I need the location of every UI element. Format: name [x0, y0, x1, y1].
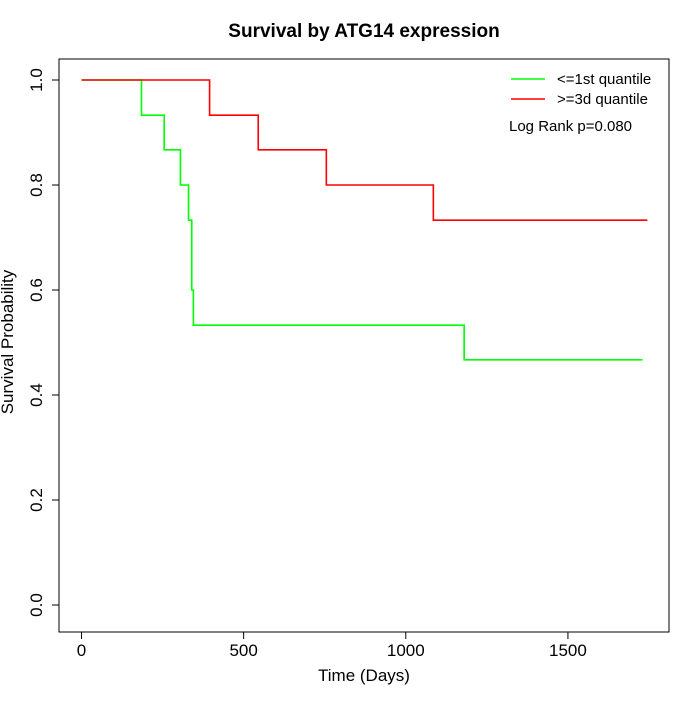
x-tick-label: 1500 — [549, 641, 587, 660]
x-axis: 0 500 1000 1500 — [77, 631, 587, 660]
chart-title: Survival by ATG14 expression — [228, 21, 499, 42]
legend-label-1: <=1st quantile — [557, 71, 651, 88]
y-axis: 0.0 0.2 0.4 0.6 0.8 1.0 — [27, 68, 60, 617]
series-layer — [81, 79, 648, 361]
log-rank-annotation: Log Rank p=0.080 — [509, 118, 632, 135]
y-tick-label: 0.6 — [27, 278, 46, 302]
y-tick-label: 0.2 — [27, 488, 46, 512]
x-axis-label: Time (Days) — [318, 666, 410, 685]
y-tick-label: 0.4 — [27, 383, 46, 407]
legend: <=1st quantile >=3d quantile — [511, 71, 651, 108]
y-tick-label: 1.0 — [27, 68, 46, 92]
legend-label-2: >=3d quantile — [557, 91, 648, 108]
y-axis-label: Survival Probability — [0, 269, 17, 414]
x-tick-label: 0 — [77, 641, 86, 660]
plot-frame — [58, 58, 670, 633]
y-tick-label: 0.8 — [27, 173, 46, 197]
x-tick-label: 500 — [229, 641, 257, 660]
y-tick-label: 0.0 — [27, 593, 46, 617]
series-line-1 — [81, 79, 643, 361]
series-line-2 — [81, 79, 648, 221]
x-tick-label: 1000 — [387, 641, 425, 660]
